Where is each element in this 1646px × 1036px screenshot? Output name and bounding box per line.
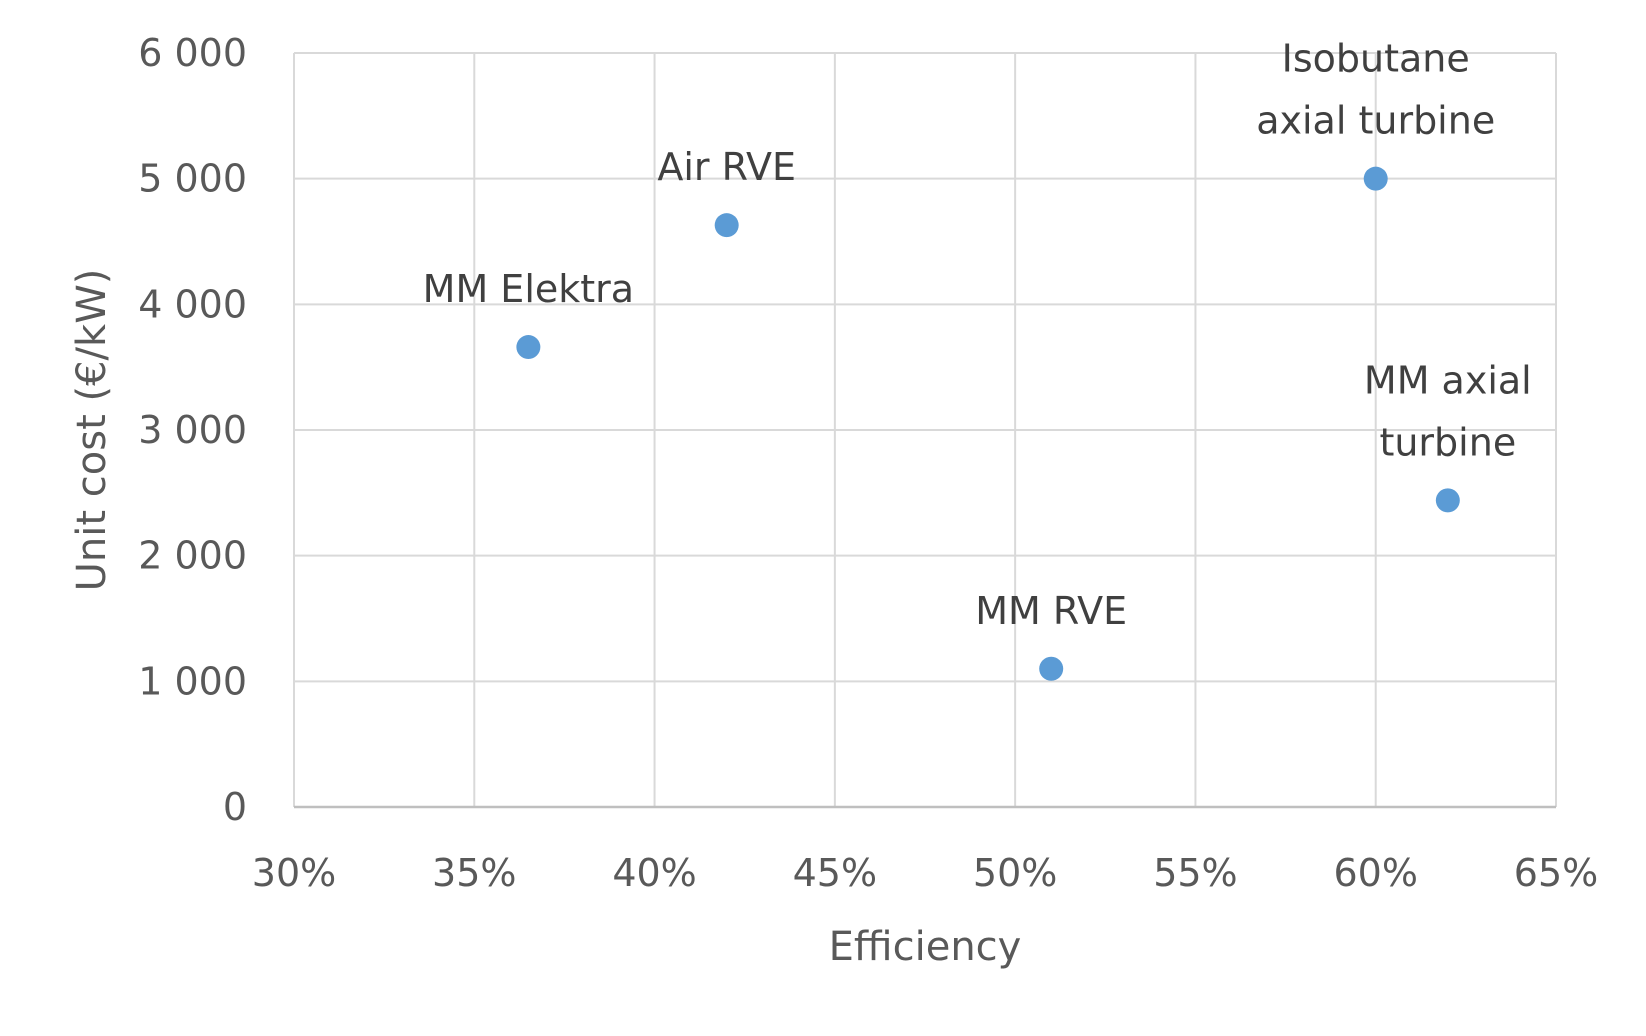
y-tick-label: 2 000	[138, 534, 247, 578]
data-points	[516, 166, 1460, 681]
x-tick-label: 60%	[1333, 851, 1417, 895]
gridlines	[293, 52, 1557, 807]
scatter-point	[714, 213, 739, 238]
y-tick-label: 3 000	[138, 408, 247, 452]
point-labels: MM Elektra Air RVE MM RVE Isobutane axial tu…	[423, 37, 1532, 633]
point-label: Air RVE	[657, 145, 796, 189]
y-tick-label: 0	[223, 785, 247, 829]
point-label: MM axial turbine	[1364, 358, 1532, 464]
scatter-point	[516, 335, 541, 360]
point-label-line: Air RVE	[657, 145, 796, 189]
tick-labels: 30% 35% 40% 45% 50% 55% 60% 65% 0 1 000 2 000 3 000…	[138, 31, 1598, 895]
point-label-line: axial turbine	[1256, 99, 1495, 143]
point-label-line: turbine	[1379, 420, 1516, 464]
x-tick-label: 45%	[793, 851, 877, 895]
scatter-point	[1435, 488, 1460, 513]
scatter-point	[1039, 656, 1064, 681]
x-tick-label: 65%	[1514, 851, 1598, 895]
y-tick-label: 4 000	[138, 282, 247, 326]
point-label: MM RVE	[975, 589, 1127, 633]
x-tick-label: 35%	[432, 851, 516, 895]
y-tick-label: 6 000	[138, 31, 247, 75]
x-tick-label: 55%	[1153, 851, 1237, 895]
x-tick-label: 40%	[612, 851, 696, 895]
y-tick-label: 1 000	[138, 659, 247, 703]
point-label-line: MM axial	[1364, 358, 1532, 402]
x-axis-title: Efficiency	[829, 924, 1022, 970]
y-tick-label: 5 000	[138, 157, 247, 201]
point-label-line: MM RVE	[975, 589, 1127, 633]
point-label: Isobutane axial turbine	[1256, 37, 1495, 143]
y-axis-title: Unit cost (€/kW)	[69, 269, 115, 592]
x-tick-label: 30%	[252, 851, 336, 895]
x-tick-label: 50%	[973, 851, 1057, 895]
scatter-point	[1363, 166, 1388, 191]
point-label: MM Elektra	[423, 267, 634, 311]
point-label-line: Isobutane	[1282, 37, 1470, 81]
point-label-line: MM Elektra	[423, 267, 634, 311]
